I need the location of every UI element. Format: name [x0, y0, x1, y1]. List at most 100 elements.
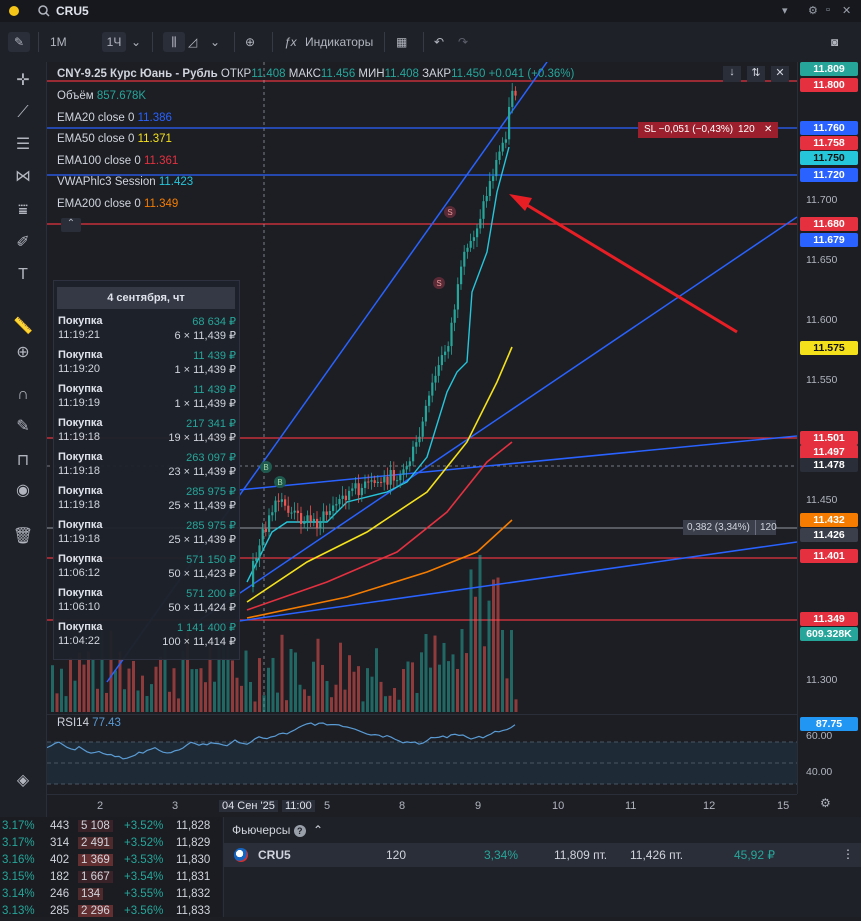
rsi-canvas[interactable]	[47, 715, 797, 795]
settings-icon[interactable]: ⚙	[808, 5, 818, 17]
camera-icon[interactable]: ◙	[831, 35, 839, 49]
table-row[interactable]: 3.15% 182 1 667 +3.54% 11,831	[0, 868, 222, 887]
chevron-down-icon[interactable]: ▾	[782, 5, 788, 17]
fib-icon[interactable]: ⩸	[18, 202, 28, 219]
layout-grid-icon[interactable]: ▦	[396, 35, 408, 49]
futures-header[interactable]: Фьючерсы ? ⌃	[232, 823, 324, 837]
window-title[interactable]: CRU5	[56, 4, 89, 18]
trend-line-icon[interactable]: ⟋	[17, 104, 29, 121]
volume-bar	[96, 688, 99, 712]
indicators-button[interactable]: Индикаторы	[305, 35, 374, 49]
volume-bar	[73, 680, 77, 712]
chevron-up-icon[interactable]: ⌃	[313, 823, 324, 837]
text-icon[interactable]: T	[18, 266, 28, 283]
legend-ema100[interactable]: EMA100 close 0 11.361	[57, 155, 179, 167]
horizontal-lines-icon[interactable]: ☰	[15, 136, 31, 153]
fx-icon[interactable]: ƒx	[284, 35, 297, 49]
trade-amount: 263 097 ₽	[186, 452, 236, 464]
table-cell: 1 667	[78, 871, 113, 883]
futures-row[interactable]: CRU5 120 3,34% 11,809 пт. 11,426 пт. 45,…	[224, 843, 861, 867]
close-icon[interactable]: ✕	[842, 5, 852, 17]
timeframe-1h[interactable]: 1Ч	[102, 32, 126, 52]
table-row[interactable]: 3.17% 314 2 491 +3.52% 11,829	[0, 834, 222, 853]
eye-icon[interactable]: ◉	[16, 482, 30, 499]
pattern-icon[interactable]: ⋈	[15, 168, 31, 185]
candle-body	[325, 511, 328, 515]
table-row[interactable]: 3.13% 285 2 296 +3.56% 11,833	[0, 902, 222, 921]
zoom-in-icon[interactable]: ⊕	[16, 344, 30, 361]
lock-pencil-icon[interactable]: ✎	[16, 418, 30, 435]
chart-canvas[interactable]: S S B B	[47, 62, 797, 712]
price-label[interactable]: 11.501	[800, 431, 858, 445]
rsi-legend[interactable]: RSI14 77.43	[57, 717, 121, 729]
brush-icon[interactable]: ✐	[16, 234, 30, 251]
pencil-icon[interactable]: ✎	[8, 32, 30, 52]
price-label[interactable]: 11.750	[800, 151, 858, 165]
settings-gear-icon[interactable]: ⚙	[820, 796, 831, 810]
trash-icon[interactable]: 🗑	[12, 528, 34, 545]
legend-volume[interactable]: Объём 857.678K	[57, 90, 147, 102]
timeframe-chevron-icon[interactable]: ⌄	[131, 35, 142, 49]
price-label[interactable]: 11.809	[800, 62, 858, 76]
rsi-pane[interactable]: RSI14 77.43	[47, 714, 797, 795]
crosshair-icon[interactable]: ✛	[16, 72, 30, 89]
time-axis[interactable]: 2 3 04 Сен '25 11:00 5 8 9 10 11 12 15	[47, 794, 797, 817]
candles-icon[interactable]: ⫼	[163, 32, 185, 52]
table-cell: 11,829	[176, 837, 211, 849]
layers-icon[interactable]: ◈	[16, 772, 30, 789]
trade-row: Покупка 263 097 ₽ 11:19:18 23 × 11,439 ₽	[58, 449, 236, 483]
price-label[interactable]: 11.760	[800, 121, 858, 135]
cancel-order-icon[interactable]: ✕	[764, 124, 773, 135]
price-label[interactable]: 11.575	[800, 341, 858, 355]
legend-vwap[interactable]: VWAPhlc3 Session 11.423	[57, 176, 194, 188]
legend-ema50[interactable]: EMA50 close 0 11.371	[57, 133, 172, 145]
legend-ema20[interactable]: EMA20 close 0 11.386	[57, 112, 172, 124]
price-label[interactable]: 11.497	[800, 445, 858, 459]
table-row[interactable]: 3.17% 443 5 108 +3.52% 11,828	[0, 817, 222, 836]
undo-icon[interactable]: ↶	[434, 35, 445, 49]
price-label[interactable]: 609.328K	[800, 627, 858, 641]
chart-type-icon[interactable]: ◿	[188, 35, 198, 49]
price-label[interactable]: 11.679	[800, 233, 858, 247]
volume-bar	[375, 648, 378, 712]
stop-loss-order[interactable]: SL −0,051 (−0,43%) 120 ✕	[638, 122, 778, 138]
help-icon[interactable]: ?	[293, 825, 306, 837]
price-label[interactable]: 11.432	[800, 513, 858, 527]
add-icon[interactable]: ⊕	[245, 35, 256, 49]
volume-bar	[343, 689, 347, 712]
legend-ema200[interactable]: EMA200 close 0 11.349	[57, 198, 179, 210]
price-label[interactable]: 11.800	[800, 78, 858, 92]
table-row[interactable]: 3.16% 402 1 369 +3.53% 11,830	[0, 851, 222, 870]
lock-icon[interactable]: ⊓	[16, 452, 30, 469]
close-series-icon[interactable]: ✕	[771, 66, 789, 82]
trade-side: Покупка	[58, 553, 103, 565]
scroll-down-icon[interactable]: ↓	[723, 66, 741, 82]
price-label[interactable]: 11.426	[800, 528, 858, 542]
price-label[interactable]: 11.758	[800, 136, 858, 150]
price-label[interactable]: 11.478	[800, 458, 858, 472]
price-label[interactable]: 11.349	[800, 612, 858, 626]
position-tag[interactable]: 0,382 (3,34%) 120	[683, 520, 777, 535]
magnet-icon[interactable]: ∩	[17, 386, 29, 403]
ruler-icon[interactable]: 📏	[13, 318, 33, 335]
volume-bar	[127, 668, 131, 712]
more-icon[interactable]: ⋮	[842, 847, 854, 861]
minimize-icon[interactable]: ▫	[826, 4, 830, 16]
candle-body	[338, 498, 341, 505]
price-label[interactable]: 11.720	[800, 168, 858, 182]
price-label[interactable]: 11.401	[800, 549, 858, 563]
collapse-legend-icon[interactable]: ⌃	[61, 218, 81, 232]
search-icon[interactable]	[38, 5, 50, 17]
collapse-icon[interactable]: ⇅	[747, 66, 765, 82]
chart-type-chevron-icon[interactable]: ⌄	[210, 35, 221, 49]
symbol-name[interactable]: CNY-9.25 Курс Юань - Рубль	[57, 68, 218, 80]
candle-body	[268, 515, 271, 532]
redo-icon[interactable]: ↷	[458, 35, 469, 49]
price-axis[interactable]: 11.809 11.800 11.760 11.758 11.750 11.720 11.6…	[797, 62, 861, 794]
volume-bar	[361, 701, 365, 712]
volume-bar	[55, 693, 59, 712]
timeframe-1m[interactable]: 1M	[50, 35, 67, 49]
price-label[interactable]: 11.680	[800, 217, 858, 231]
table-row[interactable]: 3.14% 246 134 +3.55% 11,832	[0, 885, 222, 904]
candle-body	[424, 405, 427, 422]
